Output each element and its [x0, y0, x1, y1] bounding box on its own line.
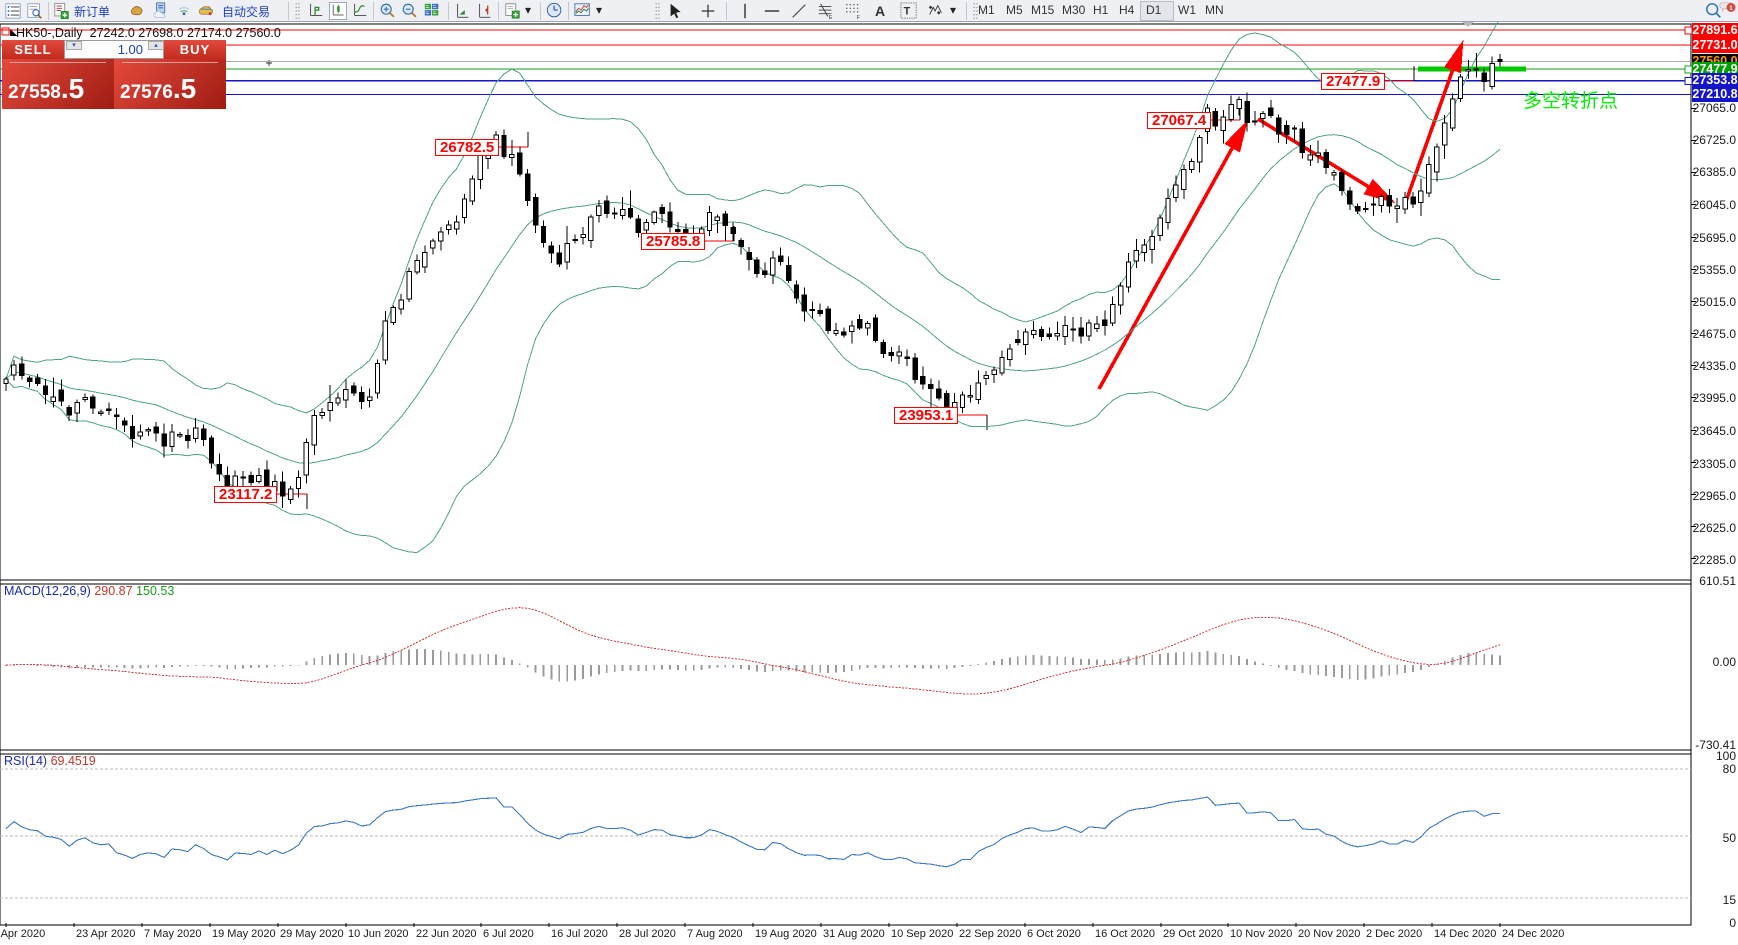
svg-text:1: 1	[1729, 5, 1733, 12]
svg-text:F: F	[857, 15, 861, 20]
svg-text:T: T	[904, 6, 911, 18]
svg-text:E: E	[829, 15, 833, 20]
